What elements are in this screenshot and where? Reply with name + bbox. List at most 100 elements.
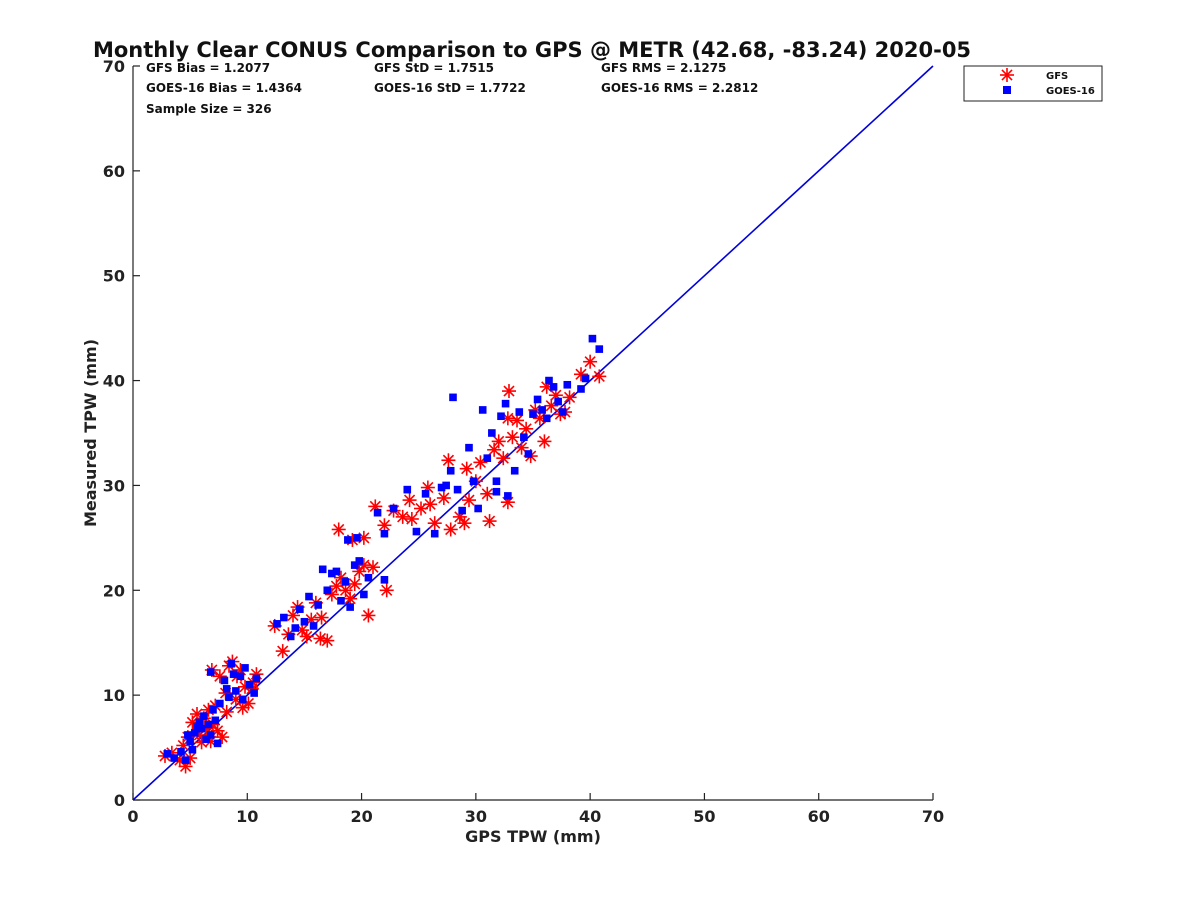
goes-16-point [492, 487, 501, 496]
gfs-point [402, 493, 417, 508]
goes-16-point [318, 565, 327, 574]
gfs-point [491, 434, 506, 449]
legend-goes-16-marker [1003, 86, 1011, 94]
gfs-point [314, 610, 329, 625]
gfs-point-stroke [511, 414, 523, 427]
goes-16-point [170, 754, 178, 762]
goes-16-point [595, 345, 604, 353]
gfs-point [480, 486, 495, 501]
gfs-point-stroke [493, 435, 505, 447]
stat-goes-rms: GOES-16 RMS = 2.2812 [601, 81, 758, 95]
goes-16-point [504, 492, 512, 500]
goes-16-point [469, 477, 478, 486]
goes-16-point [184, 731, 192, 739]
goes-16-point [222, 685, 231, 693]
goes-16-point [193, 722, 201, 731]
gfs-point [562, 390, 577, 405]
gfs-point [441, 453, 456, 468]
x-tick-label: 70 [922, 807, 944, 826]
goes-16-point [533, 395, 542, 404]
gfs-point [423, 497, 438, 512]
goes-16-point [478, 406, 487, 414]
gfs-point [404, 511, 419, 526]
goes-16-point [309, 622, 318, 630]
gfs-point [313, 631, 328, 646]
goes-16-point [245, 680, 254, 689]
gfs-point-stroke [221, 706, 233, 718]
goes-16-point [250, 689, 258, 697]
plot-area: 0 10 20 30 40 50 60 70 0 10 20 30 40 50 60 70 [103, 57, 944, 826]
gfs-point [502, 384, 516, 399]
gfs-point-stroke [330, 580, 343, 592]
gfs-point-stroke [515, 442, 528, 454]
gfs-point-stroke [461, 463, 473, 475]
goes-16-point [200, 712, 208, 720]
gfs-point-stroke [344, 593, 356, 605]
goes-16-point [446, 466, 455, 475]
legend-gfs-label: GFS [1046, 71, 1068, 82]
goes-16-point [188, 745, 197, 754]
goes-16-point [209, 706, 217, 714]
goes-16-point [181, 756, 190, 764]
gfs-point-stroke [445, 523, 457, 536]
goes-16-point [337, 596, 345, 605]
goes-16-point [206, 668, 215, 676]
goes-16-point [380, 576, 389, 584]
goes-16-point [549, 383, 558, 391]
goes-16-point [300, 617, 309, 626]
goes-16-point [355, 557, 364, 565]
goes-16-point [474, 504, 482, 513]
gfs-point-stroke [442, 454, 455, 466]
gfs-point-stroke [367, 561, 379, 573]
gfs-point-stroke [242, 697, 255, 710]
goes-16-point [373, 508, 382, 517]
goes-16-point [163, 750, 172, 758]
gfs-point-stroke [369, 500, 381, 513]
stat-gfs-std: GFS StD = 1.7515 [374, 61, 494, 75]
goes-16-point [332, 567, 341, 576]
goes-16-point [529, 410, 537, 418]
gfs-point-stroke [424, 498, 436, 510]
gfs-point [427, 516, 442, 531]
gfs-point-stroke [406, 513, 418, 525]
goes-16-point [558, 408, 567, 416]
goes-16-point [286, 632, 295, 641]
gfs-point [436, 491, 451, 506]
y-tick-label: 20 [103, 581, 125, 600]
gfs-point [462, 493, 476, 508]
goes-16-point [510, 466, 519, 475]
goes-16-point [488, 429, 496, 437]
x-tick-label: 20 [350, 807, 372, 826]
gfs-point [275, 644, 290, 659]
legend-goes-16-label: GOES-16 [1046, 86, 1095, 97]
goes-16-point [588, 334, 597, 343]
y-axis-label: Measured TPW (mm) [81, 339, 100, 527]
gfs-point [457, 516, 472, 531]
gfs-point-stroke [429, 517, 441, 529]
gfs-point-stroke [538, 435, 551, 447]
gfs-point [379, 583, 394, 598]
gfs-point [459, 461, 474, 476]
gfs-point [583, 354, 598, 369]
gfs-point-stroke [488, 444, 500, 456]
gfs-point [377, 518, 392, 533]
goes-16-point [229, 670, 238, 678]
legend-gfs-marker [1000, 68, 1014, 82]
goes-16-point [232, 687, 240, 695]
goes-16-point [453, 485, 462, 494]
goes-16-point [213, 739, 222, 748]
goes-16-point [280, 613, 288, 622]
gfs-point [443, 522, 458, 537]
goes-16-point [412, 527, 421, 536]
gfs-point-stroke [593, 370, 605, 382]
goes-16-point [538, 406, 546, 414]
goes-16-point [465, 443, 473, 452]
y-tick-label: 30 [103, 476, 125, 495]
gfs-point-stroke [326, 588, 338, 601]
goes-16-point [581, 374, 590, 383]
gfs-point-stroke [315, 611, 328, 624]
gfs-point-stroke [353, 565, 365, 578]
gfs-point [537, 434, 552, 449]
